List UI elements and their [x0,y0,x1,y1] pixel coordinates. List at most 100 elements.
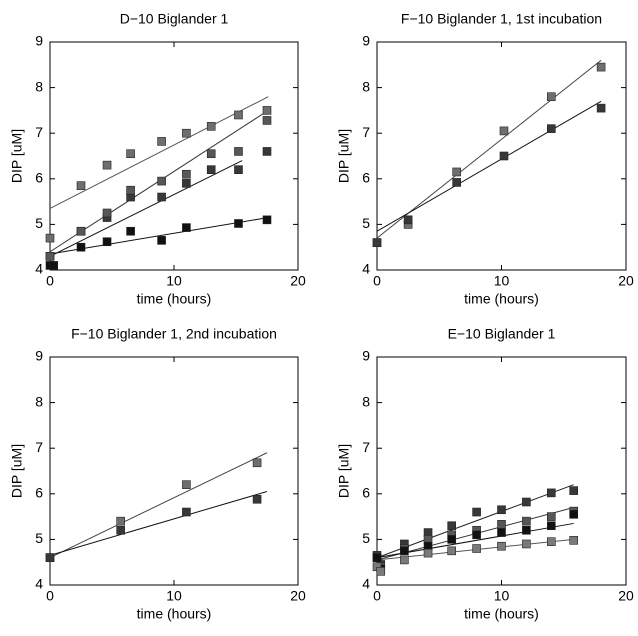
fit-line [49,452,268,559]
data-point [569,486,579,495]
data-point [262,147,272,156]
data-point [76,181,86,190]
data-point [262,106,272,115]
data-point [206,149,216,159]
fit-line [376,59,602,239]
x-axis-label: time (hours) [137,291,212,307]
x-tick-label: 0 [373,588,381,604]
x-tick-label: 20 [290,273,306,289]
data-point [472,530,481,540]
data-point [76,226,86,236]
fit-line [376,522,574,559]
chart-title: F−10 Biglander 1, 1st incubation [401,11,602,27]
y-axis-label: DIP [uM] [336,444,352,498]
y-tick-label: 6 [35,170,43,186]
data-point [76,242,86,252]
fit-line [49,160,243,257]
data-point [497,520,506,529]
data-point [423,548,433,558]
axes-box [49,356,299,586]
data-point [372,238,382,247]
y-tick-label: 9 [35,348,43,364]
data-point [116,516,125,526]
data-point [262,215,272,225]
fit-line [376,484,574,559]
data-point [182,169,191,179]
data-point [546,488,556,498]
y-axis-label: DIP [uM] [336,129,352,183]
fit-line [49,96,269,209]
data-point [522,539,531,549]
y-tick-label: 5 [35,215,43,231]
y-axis-label: DIP [uM] [9,129,25,183]
data-point [447,521,457,531]
y-tick-label: 4 [362,576,370,592]
data-point [376,567,386,576]
data-point [499,151,509,161]
y-tick-label: 7 [362,124,370,140]
axes-box [49,41,299,271]
data-point [182,128,191,138]
data-point [522,516,531,526]
fit-line [376,100,602,232]
data-point [45,233,55,243]
data-point [472,544,481,553]
y-tick-label: 7 [35,439,43,455]
data-point [252,458,262,468]
y-tick-label: 4 [35,576,43,592]
data-point [102,160,112,170]
data-point [206,122,216,131]
y-tick-label: 8 [35,393,43,409]
data-point [546,521,556,531]
y-tick-label: 9 [362,348,370,364]
y-tick-label: 8 [362,78,370,94]
chart-title: E−10 Biglander 1 [448,326,556,342]
data-point [45,553,55,562]
data-point [546,92,556,102]
data-point [182,507,191,517]
data-point [499,126,509,136]
data-point [403,215,413,225]
data-point [234,147,243,156]
data-point [452,178,461,187]
y-tick-label: 6 [362,485,370,501]
data-point [116,525,125,535]
x-tick-label: 0 [46,273,54,289]
x-tick-label: 10 [166,273,182,289]
data-point [546,537,556,546]
data-point [497,505,506,515]
data-point [182,223,191,232]
data-point [252,494,262,504]
y-tick-label: 8 [362,393,370,409]
y-tick-label: 8 [35,78,43,94]
data-point [49,261,59,270]
x-tick-label: 0 [373,273,381,289]
data-point [497,541,506,551]
data-point [234,219,243,228]
data-point [157,236,166,245]
x-tick-label: 0 [46,588,54,604]
chart-title: D−10 Biglander 1 [120,11,229,27]
data-point [126,185,135,195]
data-point [102,237,112,247]
x-tick-label: 20 [290,588,306,604]
y-tick-label: 6 [35,485,43,501]
x-axis-label: time (hours) [137,606,212,622]
y-tick-label: 4 [35,261,43,277]
x-axis-label: time (hours) [464,291,539,307]
data-point [262,116,272,125]
y-tick-label: 7 [362,439,370,455]
data-point [569,510,579,519]
chart-title: F−10 Biglander 1, 2nd incubation [71,326,277,342]
data-point [372,553,382,562]
data-point [102,208,112,218]
data-point [472,507,481,517]
data-point [447,546,457,556]
y-tick-label: 9 [362,33,370,49]
y-tick-label: 5 [362,530,370,546]
x-tick-label: 20 [618,273,634,289]
data-point [497,528,506,537]
data-point [234,110,243,120]
data-point [596,62,606,72]
